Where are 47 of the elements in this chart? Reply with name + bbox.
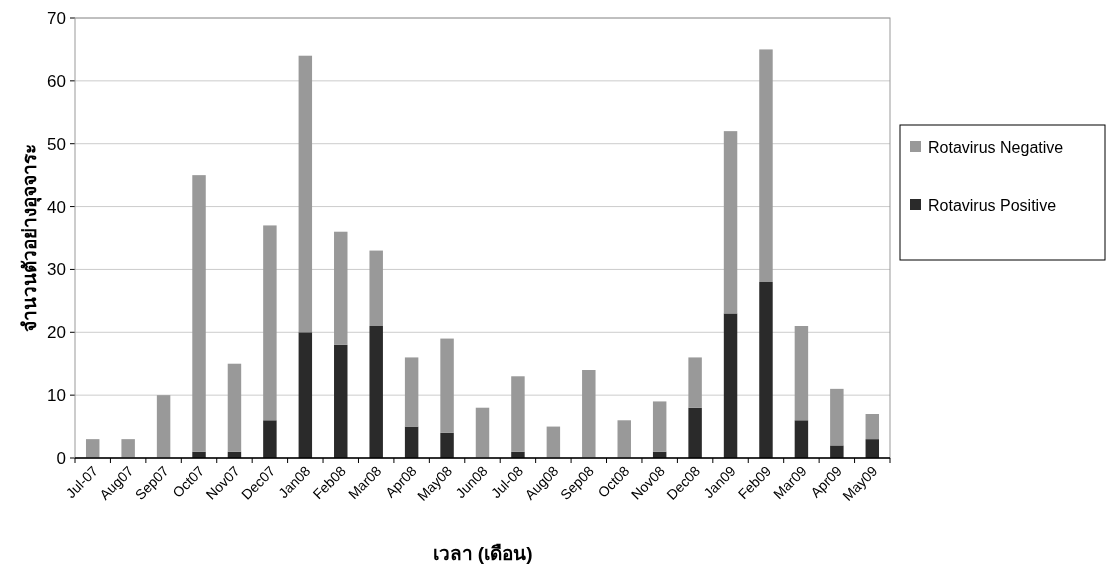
bar xyxy=(617,420,631,458)
bar xyxy=(404,357,419,427)
bar xyxy=(546,426,561,458)
bar xyxy=(652,401,667,452)
y-tick-label: 60 xyxy=(47,71,66,91)
y-tick-label: 10 xyxy=(47,386,66,406)
y-tick-label: 70 xyxy=(47,9,66,28)
bar xyxy=(582,370,596,458)
legend-label: Rotavirus Negative xyxy=(928,139,1064,156)
bar xyxy=(192,175,206,452)
y-axis-title: จำนวนตัวอย่างอุจจาระ xyxy=(19,144,42,332)
x-axis-title: เวลา (เดือน) xyxy=(432,543,533,564)
bar xyxy=(440,338,454,433)
bar xyxy=(227,363,242,452)
bar xyxy=(85,439,100,458)
bar xyxy=(865,439,880,458)
y-tick-label: 0 xyxy=(56,449,66,468)
bar xyxy=(369,250,383,326)
bar xyxy=(298,332,313,458)
bar xyxy=(369,326,383,458)
y-tick-label: 40 xyxy=(47,197,66,217)
bar xyxy=(440,432,454,458)
bar xyxy=(794,326,809,421)
legend-label: Rotavirus Positive xyxy=(928,197,1057,214)
bar xyxy=(723,131,738,314)
bar xyxy=(334,344,348,458)
y-tick-label: 20 xyxy=(47,323,66,343)
bar xyxy=(759,49,773,282)
bar xyxy=(865,414,880,440)
bar xyxy=(511,376,525,452)
bar xyxy=(156,395,171,458)
bar xyxy=(723,313,738,458)
y-tick-label: 30 xyxy=(47,260,66,280)
bar xyxy=(121,439,135,458)
bar xyxy=(688,407,702,458)
bar xyxy=(298,55,313,333)
bar xyxy=(794,420,809,458)
y-tick-label: 50 xyxy=(47,134,66,154)
bar xyxy=(688,357,702,408)
bar xyxy=(263,420,277,458)
bar xyxy=(759,282,773,458)
bar xyxy=(404,426,419,458)
bar xyxy=(475,407,490,458)
bar xyxy=(830,388,844,446)
bar xyxy=(334,231,348,345)
bar xyxy=(263,225,277,421)
bar xyxy=(830,445,844,458)
